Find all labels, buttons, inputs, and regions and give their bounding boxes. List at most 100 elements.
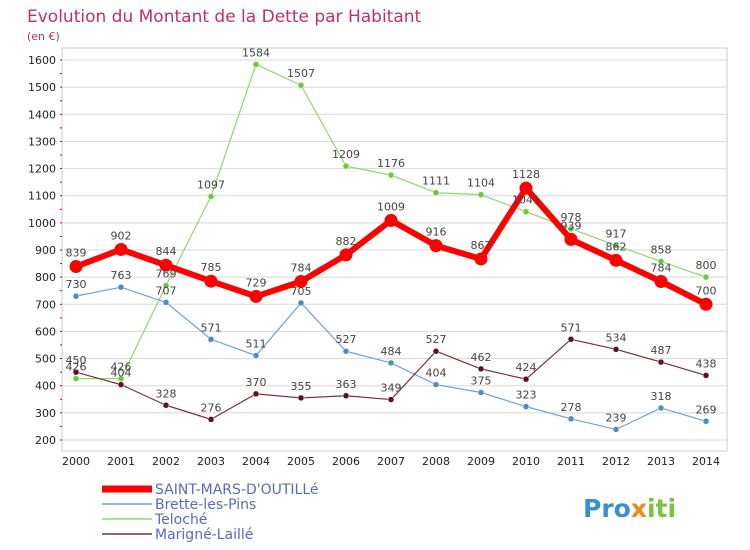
data-point xyxy=(612,346,620,353)
data-label: 527 xyxy=(336,333,357,346)
y-tick-label: 1500 xyxy=(28,81,56,94)
data-label: 858 xyxy=(651,243,672,256)
data-label: 867 xyxy=(471,239,492,252)
data-point xyxy=(477,389,485,396)
x-tick-label: 2009 xyxy=(467,455,495,468)
data-label: 278 xyxy=(561,401,582,414)
data-label: 729 xyxy=(246,276,267,289)
y-tick-label: 1200 xyxy=(28,163,56,176)
chart-subtitle: (en €) xyxy=(27,30,60,43)
data-point xyxy=(342,347,350,355)
data-point xyxy=(519,181,533,195)
data-point xyxy=(654,274,668,288)
data-point xyxy=(432,189,440,196)
data-point xyxy=(477,191,485,198)
data-point xyxy=(522,208,530,215)
data-label: 363 xyxy=(336,378,357,391)
x-tick-label: 2005 xyxy=(287,455,315,468)
x-tick-label: 2001 xyxy=(107,455,135,468)
data-point xyxy=(387,396,395,403)
x-tick-label: 2007 xyxy=(377,455,405,468)
data-point xyxy=(294,274,308,288)
data-point xyxy=(69,260,83,274)
x-axis: 2000 2001 2002 2003 2004 2005 2006 2007 2008 2009… xyxy=(62,455,720,468)
legend-label: Brette-les-Pins xyxy=(155,497,256,513)
data-point xyxy=(522,375,530,383)
x-tick-label: 2002 xyxy=(152,455,180,468)
data-label: 1009 xyxy=(377,200,405,213)
y-tick-label: 600 xyxy=(35,325,56,338)
data-label: 839 xyxy=(66,247,87,260)
x-tick-label: 2008 xyxy=(422,455,450,468)
data-label: 349 xyxy=(381,382,402,395)
y-tick-label: 900 xyxy=(35,244,56,257)
data-label: 534 xyxy=(606,331,627,344)
data-label: 527 xyxy=(426,333,447,346)
data-label: 1209 xyxy=(332,148,360,161)
data-label: 844 xyxy=(156,245,177,258)
data-point xyxy=(117,283,125,291)
data-point xyxy=(387,359,395,367)
data-point xyxy=(522,403,530,410)
data-label: 424 xyxy=(516,361,537,374)
data-label: 276 xyxy=(201,401,222,414)
legend-label: Teloché xyxy=(154,512,207,528)
data-label: 784 xyxy=(291,261,312,274)
y-tick-label: 200 xyxy=(35,434,56,447)
x-tick-label: 2003 xyxy=(197,455,225,468)
data-point xyxy=(432,381,440,388)
data-label: 800 xyxy=(696,259,717,272)
y-tick-label: 700 xyxy=(35,298,56,311)
data-point xyxy=(297,394,305,402)
x-tick-label: 2013 xyxy=(647,455,675,468)
data-point xyxy=(207,336,215,343)
y-tick-label: 300 xyxy=(35,407,56,420)
data-label: 1097 xyxy=(197,179,225,192)
data-label: 571 xyxy=(201,321,222,334)
data-point xyxy=(297,299,305,307)
data-label: 1104 xyxy=(467,177,495,190)
data-labels: 426 426 769 1097 1584 1507 1209 1176 1111 1104 104… xyxy=(66,46,717,424)
data-label: 705 xyxy=(291,285,312,298)
data-point xyxy=(207,416,215,423)
data-label: 426 xyxy=(66,361,87,374)
data-point xyxy=(567,336,575,343)
data-label: 323 xyxy=(516,389,537,402)
data-point xyxy=(249,289,263,303)
data-label: 239 xyxy=(606,411,627,424)
data-label: 939 xyxy=(561,219,582,232)
y-tick-label: 1400 xyxy=(28,108,56,121)
data-point xyxy=(384,213,398,227)
y-axis: 200 300 400 500 600 700 800 900 1000 1100 1200 1300… xyxy=(28,54,62,447)
data-point xyxy=(159,258,173,272)
data-label: 404 xyxy=(111,367,132,380)
data-label: 484 xyxy=(381,345,402,358)
data-label: 763 xyxy=(111,269,132,282)
data-label: 1507 xyxy=(287,67,315,80)
data-label: 462 xyxy=(471,351,492,364)
legend-label: SAINT-MARS-D'OUTILLé xyxy=(155,482,319,498)
data-label: 370 xyxy=(246,376,267,389)
data-point xyxy=(162,402,170,409)
data-label: 902 xyxy=(111,229,132,242)
data-point xyxy=(204,274,218,288)
data-label: 269 xyxy=(696,403,717,416)
data-label: 1176 xyxy=(377,157,405,170)
y-tick-label: 1600 xyxy=(28,54,56,67)
data-label: 438 xyxy=(696,357,717,370)
data-label: 450 xyxy=(66,354,87,367)
data-label: 978 xyxy=(561,211,582,224)
data-label: 1584 xyxy=(242,46,270,59)
data-label: 784 xyxy=(651,261,672,274)
data-point xyxy=(612,426,620,433)
y-tick-label: 500 xyxy=(35,353,56,366)
data-label: 730 xyxy=(66,278,87,291)
data-label: 707 xyxy=(156,284,177,297)
data-point xyxy=(72,292,80,300)
data-label: 917 xyxy=(606,227,627,240)
data-label: 511 xyxy=(246,338,267,351)
data-point xyxy=(162,282,170,289)
data-label: 700 xyxy=(696,284,717,297)
data-point xyxy=(72,368,80,376)
